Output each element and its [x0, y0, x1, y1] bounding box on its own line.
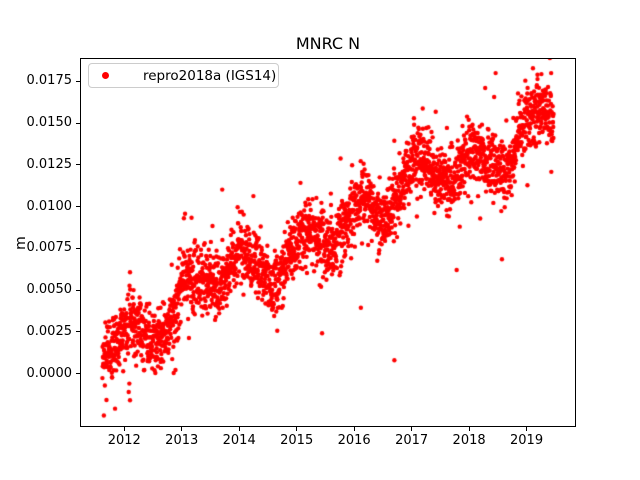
legend: repro2018a (IGS14) — [88, 63, 279, 88]
y-tick-mark — [76, 247, 80, 249]
x-tick-mark — [123, 427, 125, 431]
y-tick-label: 0.0025 — [26, 323, 73, 339]
x-tick-mark — [181, 427, 183, 431]
legend-marker-dot — [102, 72, 109, 79]
y-tick-mark — [76, 122, 80, 124]
x-tick-label: 2017 — [395, 433, 429, 448]
y-tick-mark — [76, 206, 80, 208]
x-tick-mark — [411, 427, 413, 431]
y-tick-label: 0.0125 — [26, 156, 73, 172]
x-tick-mark — [238, 427, 240, 431]
y-tick-mark — [76, 164, 80, 166]
x-tick-mark — [296, 427, 298, 431]
x-tick-mark — [468, 427, 470, 431]
x-tick-label: 2016 — [337, 433, 371, 448]
x-tick-label: 2012 — [107, 433, 141, 448]
y-tick-label: 0.0175 — [26, 73, 73, 89]
x-tick-label: 2015 — [280, 433, 314, 448]
x-tick-label: 2018 — [452, 433, 486, 448]
y-tick-label: 0.0100 — [26, 198, 73, 214]
x-tick-label: 2014 — [222, 433, 256, 448]
y-tick-label: 0.0150 — [26, 115, 73, 131]
x-tick-label: 2013 — [165, 433, 199, 448]
scatter-points-canvas — [80, 58, 576, 427]
x-tick-mark — [526, 427, 528, 431]
y-tick-label: 0.0050 — [26, 282, 73, 298]
y-tick-mark — [76, 373, 80, 375]
y-tick-mark — [76, 80, 80, 82]
y-tick-mark — [76, 289, 80, 291]
y-tick-label: 0.0075 — [26, 240, 73, 256]
x-tick-label: 2019 — [510, 433, 544, 448]
y-tick-label: 0.0000 — [26, 365, 73, 381]
x-tick-mark — [353, 427, 355, 431]
legend-label: repro2018a (IGS14) — [143, 67, 277, 84]
chart-title: MNRC N — [295, 34, 361, 53]
y-tick-mark — [76, 331, 80, 333]
